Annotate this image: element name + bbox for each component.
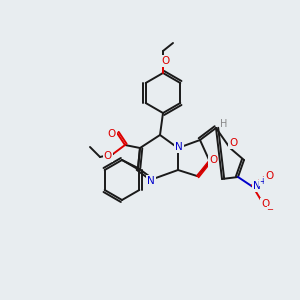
Text: H: H: [220, 119, 228, 129]
Text: S: S: [209, 158, 215, 168]
Text: O: O: [108, 129, 116, 139]
Text: O: O: [265, 171, 273, 181]
Text: O: O: [261, 199, 269, 209]
Text: +: +: [259, 176, 265, 185]
Text: O: O: [104, 151, 112, 161]
Text: −: −: [266, 206, 274, 214]
Text: N: N: [253, 181, 261, 191]
Text: O: O: [229, 138, 237, 148]
Text: O: O: [209, 155, 217, 165]
Text: N: N: [175, 142, 183, 152]
Text: N: N: [147, 176, 155, 186]
Text: O: O: [161, 56, 169, 66]
